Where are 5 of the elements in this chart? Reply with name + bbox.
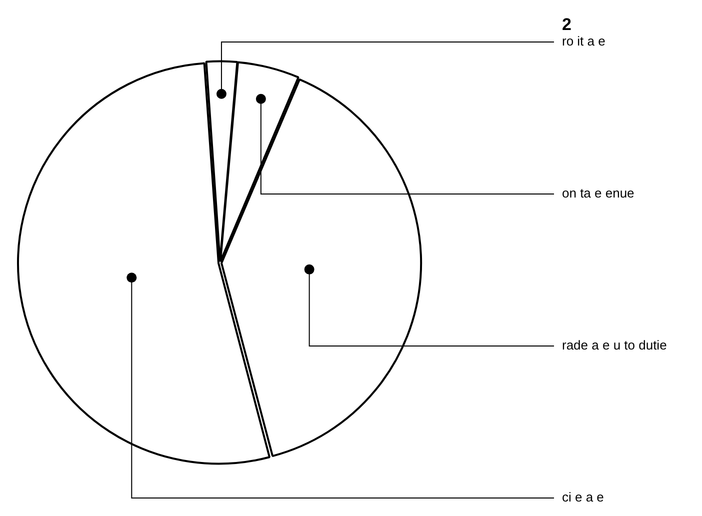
slice-label: rade a e u to dutie <box>562 338 667 353</box>
slice-label: ci e a e <box>562 490 604 505</box>
chart-title: 2 <box>562 15 572 34</box>
slice-label: on ta e enue <box>562 186 634 201</box>
slice-label: ro it a e <box>562 34 606 49</box>
